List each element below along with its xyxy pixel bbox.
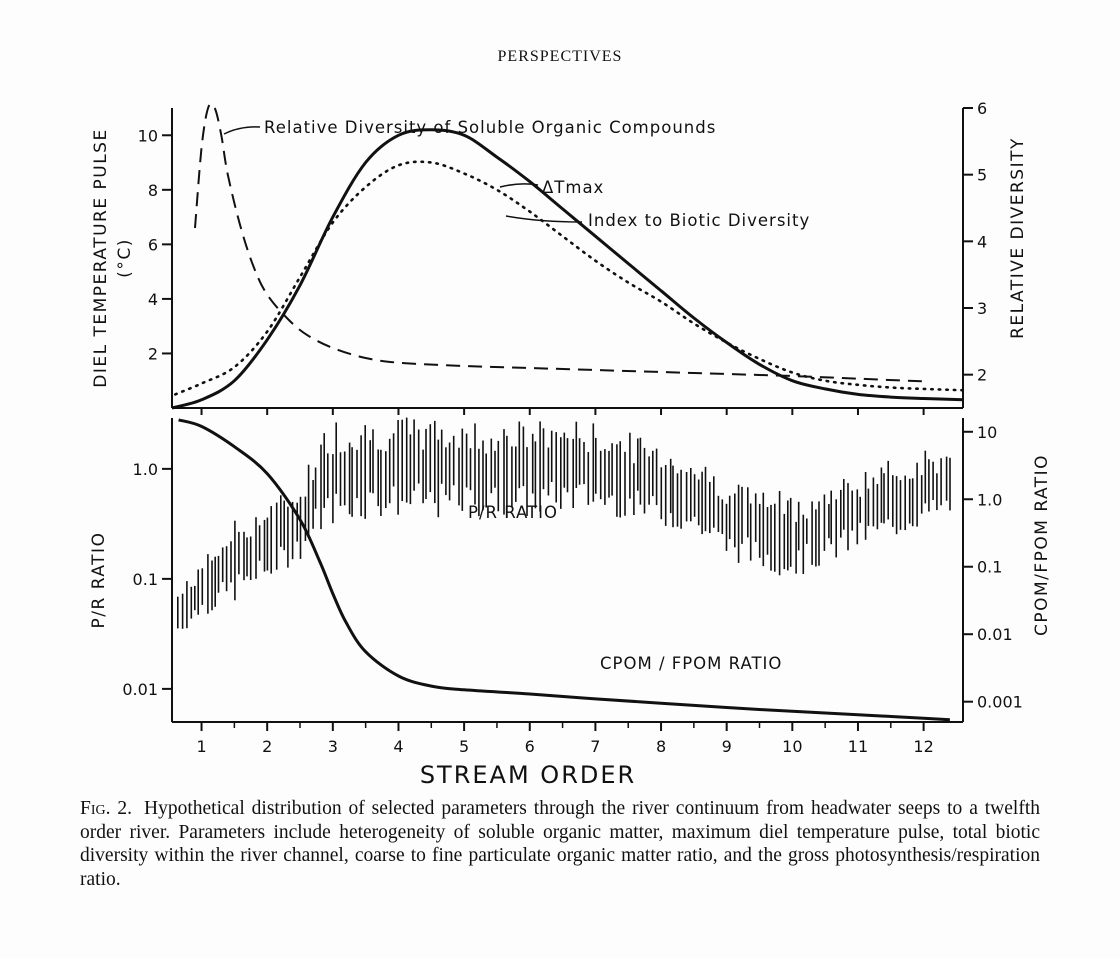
running-head: PERSPECTIVES	[497, 48, 623, 65]
figure-caption: Fig. 2. Hypothetical distribution of sele…	[80, 797, 1040, 891]
top-left-tick-label: 10	[138, 126, 158, 145]
x-tick-label: 7	[590, 737, 600, 756]
x-tick-label: 3	[328, 737, 338, 756]
top-right-ticks: 2 3 4 5 6	[963, 99, 987, 385]
bottom-left-tick-label: 0.01	[122, 680, 158, 699]
x-tick-label: 8	[656, 737, 666, 756]
top-left-tick-label: 2	[148, 344, 158, 363]
bottom-right-tick-label: 0.1	[977, 558, 1002, 577]
x-tick-label: 1	[196, 737, 206, 756]
cpom-fpom-label: CPOM / FPOM RATIO	[600, 654, 782, 673]
top-right-tick-label: 2	[977, 366, 987, 385]
bottom-right-axis-title: CPOM/FPOM RATIO	[1032, 454, 1052, 636]
top-right-tick-label: 6	[977, 99, 987, 118]
bottom-right-tick-label: 0.001	[977, 693, 1023, 712]
cpom-fpom-curve	[178, 418, 950, 722]
top-left-ticks: 2 4 6 8 10	[138, 126, 172, 363]
soluble-organics-leader	[223, 126, 261, 135]
x-ticks: 1 2 3 4 5 6 7 8 9 10 11 12	[196, 408, 934, 756]
bottom-right-tick-label: 10	[977, 423, 997, 442]
delta-t-max-curve	[171, 128, 964, 410]
top-left-axis-unit: (°C)	[115, 238, 135, 278]
delta-t-max-label: ΔTmax	[542, 178, 604, 197]
soluble-organics-curve	[194, 102, 924, 383]
soluble-organics-label: Relative Diversity of Soluble Organic Co…	[264, 118, 716, 137]
x-tick-label: 12	[913, 737, 933, 756]
x-axis-title: STREAM ORDER	[420, 761, 636, 789]
bottom-left-tick-label: 1.0	[133, 460, 158, 479]
x-tick-label: 10	[782, 737, 802, 756]
x-tick-label: 4	[393, 737, 403, 756]
pr-ratio-label: P/R RATIO	[468, 503, 558, 522]
delta-t-max-leader	[499, 183, 539, 188]
top-right-axis-title: RELATIVE DIVERSITY	[1008, 137, 1028, 339]
bottom-right-tick-label: 1.0	[977, 490, 1002, 509]
x-tick-label: 5	[459, 737, 469, 756]
biotic-diversity-label: Index to Biotic Diversity	[588, 211, 810, 230]
top-right-tick-label: 3	[977, 299, 987, 318]
bottom-left-ticks: 0.01 0.1 1.0	[122, 460, 172, 699]
figure-label: Fig. 2.	[80, 798, 133, 819]
top-left-axis-title: DIEL TEMPERATURE PULSE	[91, 128, 111, 387]
x-tick-label: 2	[262, 737, 272, 756]
top-left-tick-label: 4	[148, 290, 158, 309]
x-tick-label: 11	[848, 737, 868, 756]
pr-ratio-bars	[177, 417, 951, 629]
top-right-tick-label: 5	[977, 166, 987, 185]
biotic-diversity-leader	[505, 215, 583, 223]
top-left-tick-label: 6	[148, 235, 158, 254]
x-tick-label: 6	[525, 737, 535, 756]
bottom-right-ticks: 0.001 0.01 0.1 1.0 10	[963, 423, 1023, 712]
bottom-right-tick-label: 0.01	[977, 625, 1013, 644]
bottom-left-axis-title: P/R RATIO	[89, 532, 109, 629]
x-tick-label: 9	[722, 737, 732, 756]
caption-text: Hypothetical distribution of selected pa…	[80, 798, 1040, 890]
top-right-tick-label: 4	[977, 232, 987, 251]
top-left-tick-label: 8	[148, 181, 158, 200]
bottom-left-tick-label: 0.1	[133, 570, 158, 589]
